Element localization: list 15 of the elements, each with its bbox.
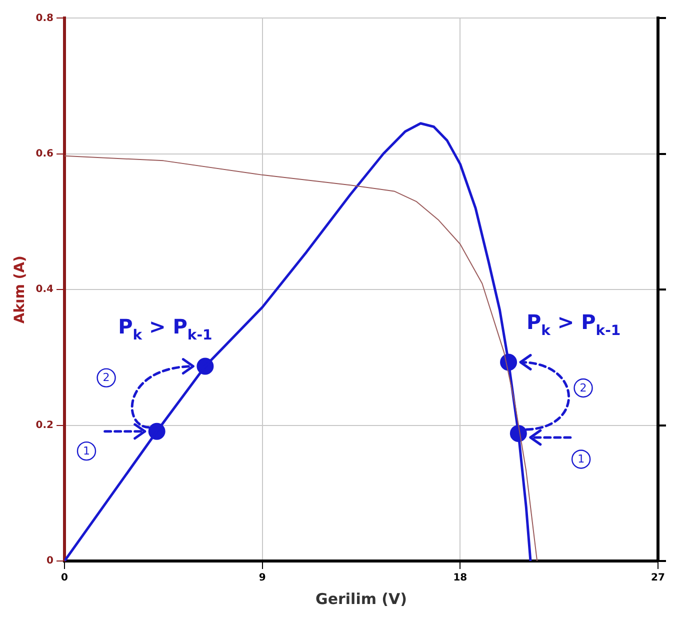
y-axis-title: Akım (A) <box>12 256 28 324</box>
x-tick-label: 9 <box>258 572 266 584</box>
y-tick-label: 0.2 <box>36 420 54 431</box>
y-tick-label: 0 <box>46 556 54 567</box>
x-tick-label: 0 <box>61 572 68 584</box>
x-axis-title: Gerilim (V) <box>316 590 407 608</box>
annotation: 2 <box>102 371 110 384</box>
y-tick-label: 0.8 <box>36 12 54 24</box>
x-tick-label: 27 <box>651 572 665 584</box>
annotation: 1 <box>82 444 90 458</box>
y-tick-label: 0.4 <box>36 284 54 296</box>
annotation: 2 <box>580 381 587 394</box>
x-tick-label: 18 <box>453 572 468 584</box>
annotation: 1 <box>578 452 585 466</box>
y-tick-label: 0.6 <box>36 148 54 160</box>
